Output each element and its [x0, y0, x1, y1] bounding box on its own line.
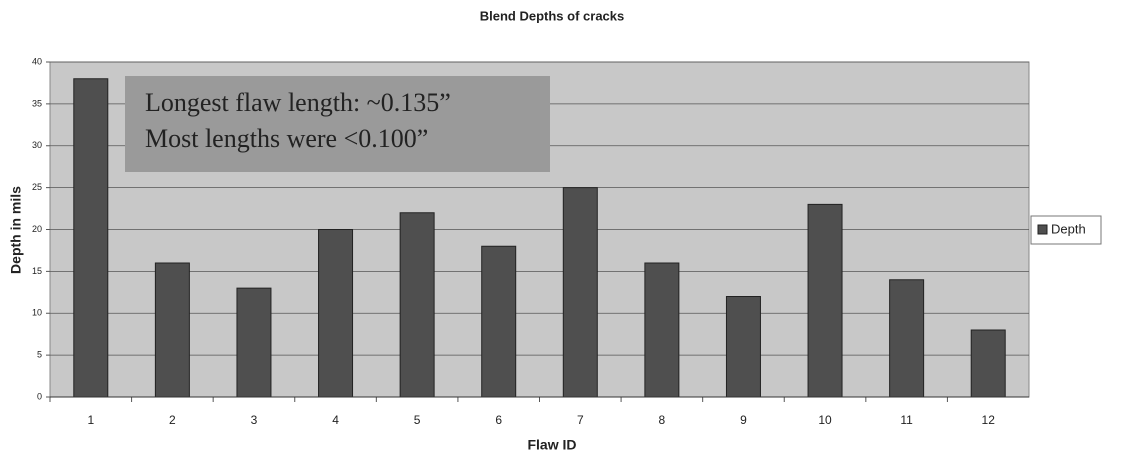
x-tick-label: 2: [169, 413, 176, 427]
y-tick-label: 10: [32, 308, 42, 318]
x-axis-label: Flaw ID: [527, 437, 576, 453]
x-tick-label: 3: [251, 413, 258, 427]
bar: [236, 287, 272, 398]
x-tick-label: 10: [818, 413, 832, 427]
y-tick-label: 0: [37, 391, 42, 401]
x-tick-label: 5: [414, 413, 421, 427]
bar: [154, 262, 190, 398]
y-tick-label: 5: [37, 350, 42, 360]
bar: [970, 329, 1006, 398]
x-tick-label: 8: [659, 413, 666, 427]
annotation: Longest flaw length: ~0.135”: [145, 88, 451, 117]
bar: [481, 245, 517, 398]
x-tick-label: 7: [577, 413, 584, 427]
x-tick-label: 1: [87, 413, 94, 427]
bar: [807, 203, 843, 398]
annotation-box: [125, 76, 550, 172]
bar: [889, 279, 925, 398]
y-tick-label: 25: [32, 182, 42, 192]
bar: [644, 262, 680, 398]
chart-title: Blend Depths of cracks: [480, 8, 625, 23]
legend-swatch: [1037, 224, 1048, 235]
x-tick-label: 6: [495, 413, 502, 427]
bar: [562, 187, 598, 398]
bar: [73, 78, 109, 398]
legend-label: Depth: [1051, 221, 1086, 236]
x-tick-label: 12: [982, 413, 996, 427]
y-axis-label: Depth in mils: [8, 186, 24, 274]
bar: [318, 229, 354, 398]
x-tick-label: 4: [332, 413, 339, 427]
y-tick-label: 20: [32, 224, 42, 234]
y-tick-label: 15: [32, 266, 42, 276]
x-tick-label: 11: [900, 413, 913, 427]
y-tick-label: 30: [32, 140, 42, 150]
annotation: Most lengths were <0.100”: [145, 124, 428, 153]
y-tick-label: 35: [32, 98, 42, 108]
x-tick-label: 9: [740, 413, 747, 427]
bar: [725, 296, 761, 398]
bar: [399, 212, 435, 398]
y-tick-label: 40: [32, 56, 42, 66]
